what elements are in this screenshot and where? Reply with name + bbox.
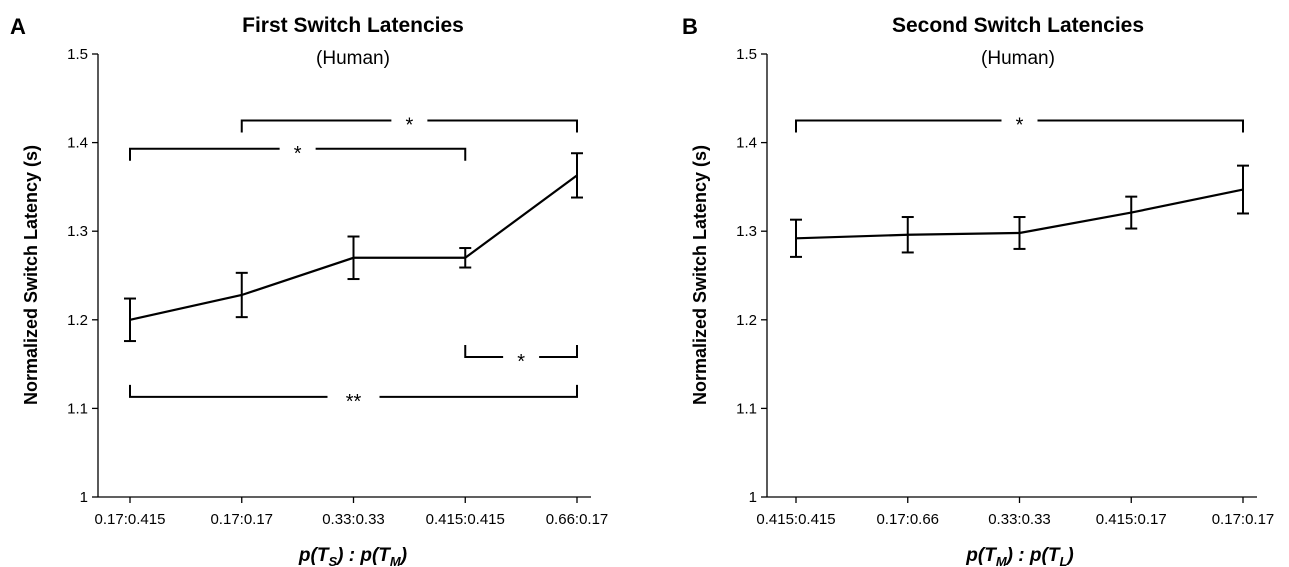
y-tick-label-b: 1.4 [736, 135, 757, 152]
chart-subtitle-a: (Human) [316, 48, 390, 69]
error-bar-a [235, 271, 248, 319]
y-axis-label-a: Normalized Switch Latency (s) [21, 145, 41, 405]
error-bar-a [347, 235, 360, 281]
x-tick-label-a: 0.17:0.17 [210, 511, 273, 528]
significance-label-a: * [517, 351, 525, 373]
y-tick-label-b: 1.3 [736, 223, 757, 240]
panel-letter-b: B [682, 14, 698, 39]
y-tick-label-b: 1.2 [736, 312, 757, 329]
significance-label-a: ** [346, 391, 362, 413]
error-bar-b [1125, 195, 1138, 230]
chart-subtitle-b: (Human) [981, 48, 1055, 69]
significance-label-a: * [405, 114, 413, 136]
error-bar-b [901, 216, 914, 254]
error-bar-a [571, 152, 583, 199]
y-axis-label-b: Normalized Switch Latency (s) [690, 145, 710, 405]
panel-b: B Second Switch Latencies (Human) Normal… [682, 14, 1274, 567]
significance-bracket-b: * [795, 114, 1244, 136]
error-bar-b [790, 218, 802, 258]
y-tick-label-a: 1 [80, 489, 88, 506]
x-tick-label-a: 0.66:0.17 [546, 511, 609, 528]
y-tick-label-b: 1 [749, 489, 757, 506]
significance-label-a: * [294, 143, 302, 165]
x-tick-label-b: 0.17:0.66 [876, 511, 939, 528]
x-axis-label-a: p(TS) : p(TM) [298, 545, 407, 567]
significance-label-b: * [1016, 114, 1024, 136]
significance-bracket-a: * [129, 143, 467, 165]
x-tick-label-b: 0.17:0.17 [1212, 511, 1275, 528]
error-bar-b [1237, 164, 1249, 215]
panel-letter-a: A [10, 14, 26, 39]
y-tick-label-b: 1.1 [736, 400, 757, 417]
significance-bracket-a: * [240, 114, 578, 136]
chart-title-a: First Switch Latencies [242, 14, 464, 37]
x-tick-label-a: 0.33:0.33 [322, 511, 385, 528]
error-bar-b [1013, 216, 1026, 250]
plot-area-b: 1 1.1 1.2 1.3 1.4 1.5 0.415:0.415 0.17:0.66 0.33… [736, 46, 1274, 528]
y-tick-label-a: 1.3 [67, 223, 88, 240]
significance-bracket-a: ** [129, 384, 578, 413]
panel-a: A First Switch Latencies (Human) Normali… [10, 14, 608, 567]
x-tick-label-a: 0.17:0.415 [95, 511, 166, 528]
x-tick-label-b: 0.33:0.33 [988, 511, 1051, 528]
y-tick-label-b: 1.5 [736, 46, 757, 63]
y-tick-label-a: 1.1 [67, 400, 88, 417]
x-axis-label-b: p(TM) : p(TL) [965, 545, 1073, 567]
error-bar-a [459, 247, 472, 269]
y-tick-label-a: 1.2 [67, 312, 88, 329]
x-tick-label-a: 0.415:0.415 [426, 511, 505, 528]
plot-area-a: 1 1.1 1.2 1.3 1.4 1.5 0.17:0.415 0.17:0.17 0.33:… [67, 46, 608, 528]
x-tick-label-b: 0.415:0.17 [1096, 511, 1167, 528]
error-bar-a [124, 297, 136, 343]
y-tick-label-a: 1.4 [67, 135, 88, 152]
y-tick-label-a: 1.5 [67, 46, 88, 63]
chart-title-b: Second Switch Latencies [892, 14, 1144, 37]
significance-bracket-a: * [464, 345, 578, 373]
x-tick-label-b: 0.415:0.415 [756, 511, 835, 528]
